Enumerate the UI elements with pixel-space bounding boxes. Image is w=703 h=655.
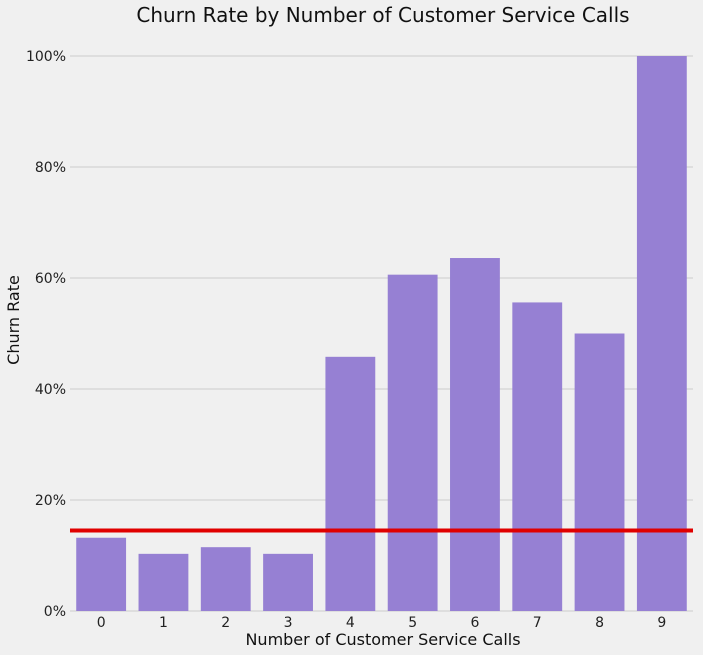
- x-tick-label: 6: [470, 615, 479, 631]
- bar-5: [387, 274, 438, 611]
- x-tick-label: 8: [595, 615, 604, 631]
- x-tick-label: 9: [657, 615, 666, 631]
- bar-1: [138, 553, 189, 611]
- x-tick-label: 7: [533, 615, 542, 631]
- y-tick-label: 80%: [35, 160, 66, 176]
- bar-6: [450, 258, 500, 611]
- x-tick-label: 3: [284, 615, 293, 631]
- y-tick-label: 20%: [35, 493, 66, 509]
- bar-2: [200, 547, 251, 611]
- x-tick-label: 4: [346, 615, 355, 631]
- x-tick-label: 5: [408, 615, 417, 631]
- bar-9: [636, 56, 687, 611]
- y-axis-label: Churn Rate: [4, 275, 23, 365]
- bar-7: [512, 302, 563, 611]
- y-tick-labels: 0% 20% 40% 60% 80% 100%: [26, 49, 66, 620]
- bar-4: [325, 356, 376, 611]
- x-axis-label: Number of Customer Service Calls: [245, 630, 520, 649]
- x-tick-label: 2: [221, 615, 230, 631]
- bar-8: [574, 333, 625, 611]
- x-tick-label: 1: [159, 615, 168, 631]
- x-tick-label: 0: [97, 615, 106, 631]
- y-tick-label: 100%: [26, 49, 66, 65]
- bars: [76, 56, 687, 611]
- chart-title: Churn Rate by Number of Customer Service…: [136, 3, 629, 27]
- bar-0: [76, 537, 127, 611]
- y-tick-label: 60%: [35, 271, 66, 287]
- bar-3: [263, 553, 313, 611]
- y-tick-label: 0%: [44, 604, 66, 620]
- y-tick-label: 40%: [35, 382, 66, 398]
- x-tick-labels: 0 1 2 3 4 5 6 7 8 9: [97, 615, 667, 631]
